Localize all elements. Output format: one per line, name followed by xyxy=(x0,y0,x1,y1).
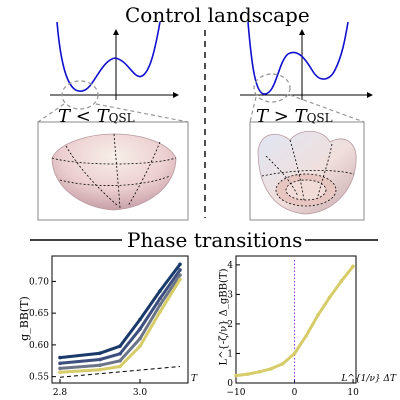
chart2-point-0-1 xyxy=(245,372,250,376)
gbb-vs-t-chart: 2.8 3.0 0.55 0.60 0.65 0.70 T xyxy=(29,255,198,398)
chart2-ytick-4: 4 xyxy=(227,261,233,271)
chart1-xtick-0: 2.8 xyxy=(53,388,68,398)
chart1-point-2-2 xyxy=(118,358,122,363)
chart1-point-1-4 xyxy=(158,296,162,301)
chart2-ytick-3: 3 xyxy=(227,290,233,300)
chart1-point-1-1 xyxy=(98,357,102,362)
chart1-point-3-2 xyxy=(118,364,122,369)
chart1-point-0-3 xyxy=(138,317,142,322)
chart2-frame xyxy=(235,255,357,384)
chart1-point-3-4 xyxy=(158,310,162,314)
chart1-point-0-2 xyxy=(118,344,122,348)
chart1-point-0-0 xyxy=(58,355,62,360)
chart1-point-3-1 xyxy=(98,367,102,372)
chart1-point-3-3 xyxy=(138,344,142,348)
chart2-point-0-7 xyxy=(316,313,320,317)
chart2-point-0-8 xyxy=(327,295,332,300)
left-potential-curve xyxy=(56,21,161,92)
chart1-ytick-0: 0.55 xyxy=(29,373,49,383)
chart2-ytick-2: 2 xyxy=(227,320,233,330)
chart1-ylabel: g_BB(T) xyxy=(17,296,31,341)
chart1-ytick-2: 0.65 xyxy=(29,309,49,319)
chart1-point-2-0 xyxy=(58,366,62,371)
chart2-xtick-2: 10 xyxy=(347,388,359,398)
chart2-point-0-6 xyxy=(304,333,309,338)
chart1-point-1-5 xyxy=(178,268,182,272)
chart2-point-0-0 xyxy=(234,373,238,378)
chart1-series-1 xyxy=(58,268,182,365)
chart1-point-0-4 xyxy=(158,289,162,293)
chart1-xtick-1: 3.0 xyxy=(133,388,148,398)
chart1-point-1-3 xyxy=(138,327,142,331)
chart2-point-0-5 xyxy=(292,351,297,356)
chart2-point-0-4 xyxy=(281,362,285,366)
chart1-point-2-1 xyxy=(98,363,102,368)
chart2-ytick-0: 0 xyxy=(227,379,233,389)
chart1-frame xyxy=(51,255,189,384)
chart1-point-3-0 xyxy=(58,370,62,375)
right-zoom-ellipse xyxy=(253,73,291,103)
left-regime-label: T < TQSL xyxy=(58,106,135,127)
right-potential-curve xyxy=(247,21,349,95)
chart2-point-0-10 xyxy=(351,264,355,269)
chart2-xtick-0: −10 xyxy=(227,388,246,398)
chart1-point-2-3 xyxy=(138,336,142,341)
control-landscape-title: Control landscape xyxy=(122,5,313,25)
chart1-point-0-5 xyxy=(178,262,182,267)
chart2-ytick-1: 1 xyxy=(227,349,233,359)
chart1-point-2-4 xyxy=(158,303,162,307)
chart1-point-1-2 xyxy=(118,351,122,356)
chart2-xtick-1: 0 xyxy=(292,388,298,398)
chart1-reference-line xyxy=(59,365,181,378)
chart1-ytick-1: 0.60 xyxy=(29,341,49,351)
phase-transitions-title: Phase transitions xyxy=(124,230,306,250)
right-regime-label: T > TQSL xyxy=(256,106,333,127)
chart1-series-3 xyxy=(58,278,182,374)
left-zoom-ellipse xyxy=(61,80,99,110)
chart1-series-2 xyxy=(58,273,182,370)
chart2-ylabel: L^{-ζ/ν} Δ_gBB(T) xyxy=(218,268,230,366)
chart1-point-3-5 xyxy=(178,277,182,282)
chart1-series-0 xyxy=(58,262,182,360)
chart1-point-0-1 xyxy=(98,351,102,355)
chart1-ytick-3: 0.70 xyxy=(29,277,49,287)
chart2-xlabel: L^{1/ν} ΔT xyxy=(340,374,397,384)
chart2-point-0-9 xyxy=(339,279,344,283)
chart2-point-0-3 xyxy=(269,367,273,371)
chart1-xlabel: T xyxy=(191,374,198,384)
chart1-point-2-5 xyxy=(178,273,182,277)
chart2-point-0-2 xyxy=(257,369,262,374)
chart1-point-1-0 xyxy=(58,361,62,366)
